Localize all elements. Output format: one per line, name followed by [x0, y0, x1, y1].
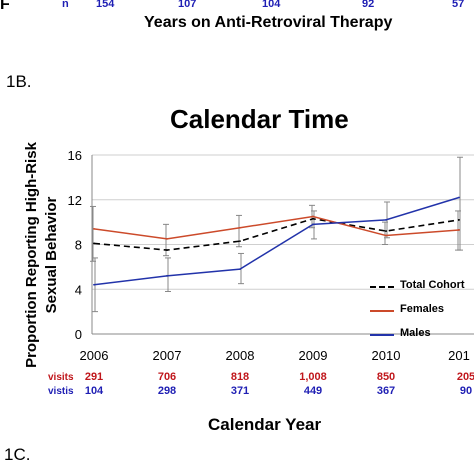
previous-panel-n-value: 92 — [362, 0, 375, 10]
visit-count-value: 706 — [157, 371, 177, 383]
legend-swatch-dashed — [370, 286, 394, 288]
x-axis-title: Calendar Year — [208, 415, 322, 434]
legend-label: Total Cohort — [400, 279, 465, 291]
data-point — [458, 229, 460, 231]
visit-count-value: 298 — [157, 385, 177, 397]
x-tick-label: 201 — [448, 348, 470, 363]
legend-swatch-blue — [370, 334, 394, 336]
data-point — [312, 217, 314, 220]
x-tick-label: 2010 — [372, 348, 401, 363]
visit-count-value: 104 — [84, 385, 104, 397]
visit-count-value: 818 — [230, 371, 250, 383]
series-line-males — [93, 196, 460, 286]
data-point — [166, 238, 168, 240]
legend-item-females: Females — [370, 301, 474, 325]
legend-label: Females — [400, 303, 445, 315]
data-point — [93, 227, 95, 230]
data-point — [458, 196, 460, 199]
previous-panel-n-value: 104 — [262, 0, 281, 10]
y-tick-label: 12 — [68, 193, 82, 208]
legend-label: Males — [400, 327, 431, 339]
data-point — [166, 274, 168, 277]
legend-item-total-cohort: Total Cohort — [370, 277, 474, 301]
previous-panel-n-label: n — [62, 0, 69, 10]
x-tick-label: 2006 — [80, 348, 109, 363]
data-point — [239, 240, 241, 243]
series-line-total-cohort — [93, 217, 460, 251]
panel-label-1b: 1B. — [6, 72, 32, 91]
panel-label-1c: 1C. — [4, 445, 31, 464]
visit-count-value: 371 — [230, 385, 250, 397]
data-point — [385, 218, 387, 221]
previous-panel-strip: F n 154 107 104 92 57 Years on Anti-Retr… — [0, 0, 474, 40]
data-point — [93, 242, 95, 245]
chart-title: Calendar Time — [170, 104, 349, 134]
legend-swatch-red — [370, 310, 394, 312]
data-point — [458, 218, 460, 221]
legend-item-males: Males — [370, 325, 474, 349]
legend: Total Cohort Females Males — [370, 277, 474, 349]
data-point — [93, 283, 95, 286]
visit-count-value: 1,008 — [299, 371, 327, 383]
data-point — [385, 234, 387, 237]
data-point — [239, 268, 241, 271]
visit-count-value: 449 — [303, 385, 323, 397]
y-tick-label: 8 — [75, 238, 82, 253]
visit-count-value: 291 — [84, 371, 104, 383]
visit-count-value: 367 — [376, 385, 396, 397]
data-point — [385, 230, 387, 232]
data-point — [312, 215, 314, 218]
visit-row-label: visits — [48, 372, 74, 383]
visit-count-value: 205 — [456, 371, 474, 383]
data-point — [239, 226, 241, 229]
visit-count-value: 850 — [376, 371, 396, 383]
previous-panel-axis-letter: F — [0, 0, 10, 13]
y-tick-label: 0 — [75, 327, 82, 342]
visit-count-value: 90 — [459, 385, 473, 397]
x-tick-label: 2008 — [226, 348, 255, 363]
x-tick-label: 2007 — [153, 348, 182, 363]
data-point — [166, 249, 168, 251]
previous-panel-x-axis-title: Years on Anti-Retroviral Therapy — [144, 14, 393, 31]
previous-panel-n-value: 107 — [178, 0, 197, 10]
data-point — [312, 223, 314, 226]
previous-panel-n-value: 154 — [96, 0, 115, 10]
y-tick-label: 4 — [75, 282, 82, 297]
x-tick-label: 2009 — [299, 348, 328, 363]
previous-panel-n-value: 57 — [452, 0, 465, 10]
y-tick-label: 16 — [68, 148, 82, 163]
visit-row-label: vistis — [48, 386, 74, 397]
series-line-females — [93, 215, 460, 240]
